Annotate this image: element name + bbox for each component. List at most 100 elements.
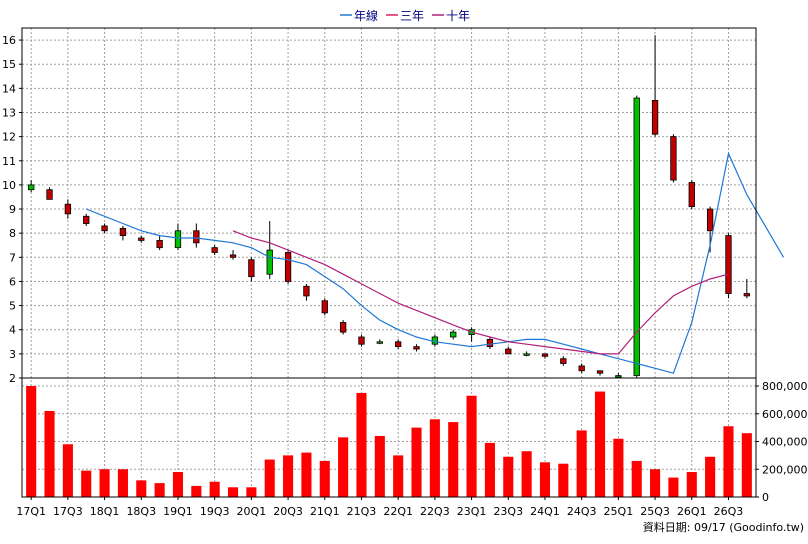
volume-bar <box>154 483 165 497</box>
legend: 年線 三年 十年 <box>340 8 470 23</box>
grid <box>22 28 756 497</box>
volume-bar <box>558 463 569 497</box>
candle-body <box>321 300 328 314</box>
candle-body <box>578 365 585 372</box>
price-tick-label: 11 <box>2 155 16 168</box>
volume-bar <box>26 386 37 497</box>
candle <box>615 373 622 378</box>
candle <box>633 95 640 378</box>
candle-body <box>615 375 622 378</box>
candle <box>211 245 218 255</box>
candle-body <box>633 97 640 376</box>
candle <box>46 187 53 200</box>
candle-body <box>743 293 750 297</box>
volume-tick-label: 800,000 <box>762 380 808 393</box>
candle-body <box>64 203 72 215</box>
x-tick-label: 23Q1 <box>457 505 487 518</box>
candle-body <box>706 208 714 232</box>
price-tick-label: 13 <box>2 106 16 119</box>
candle <box>468 327 475 342</box>
volume-bar <box>374 435 385 497</box>
x-tick-label: 21Q1 <box>310 505 340 518</box>
candle <box>339 320 347 335</box>
volume-bar <box>723 426 734 497</box>
price-tick-label: 5 <box>9 300 16 313</box>
volume-bar <box>209 481 220 497</box>
candle-body <box>450 331 457 338</box>
x-tick-label: 25Q1 <box>604 505 634 518</box>
candle-body <box>523 353 530 356</box>
price-tick-label: 6 <box>9 275 16 288</box>
x-tick-label: 26Q3 <box>714 505 744 518</box>
price-tick-label: 8 <box>9 227 16 240</box>
candle <box>523 351 530 357</box>
candle <box>743 279 750 299</box>
price-tick-label: 16 <box>2 34 16 47</box>
candle <box>266 221 273 280</box>
volume-bar <box>466 395 477 497</box>
candle-body <box>83 215 90 224</box>
candle-body <box>651 100 659 135</box>
volume-bars <box>26 386 752 497</box>
candle <box>101 223 108 234</box>
legend-label-10yr: 十年 <box>446 9 470 23</box>
volume-bar <box>411 427 422 497</box>
volume-bar <box>650 469 661 497</box>
volume-bar <box>484 442 495 497</box>
candle-body <box>284 252 292 282</box>
x-tick-label: 24Q1 <box>530 505 560 518</box>
candle <box>486 336 494 350</box>
volume-bar <box>356 392 367 497</box>
volume-bar <box>539 462 551 497</box>
candle-body <box>339 322 347 333</box>
candles <box>28 35 750 378</box>
x-tick-label: 20Q1 <box>237 505 267 518</box>
candle <box>28 180 35 193</box>
candle <box>138 235 145 243</box>
price-tick-label: 7 <box>9 251 16 264</box>
candle-body <box>46 189 53 200</box>
volume-bar <box>117 469 128 497</box>
x-tick-label: 22Q1 <box>383 505 413 518</box>
candle <box>284 250 292 284</box>
candle-body <box>101 225 108 232</box>
candle <box>174 223 182 251</box>
candle <box>578 363 585 374</box>
volume-bar <box>62 444 73 497</box>
x-tick-label: 26Q1 <box>677 505 707 518</box>
candle <box>450 329 457 340</box>
price-axis: 2 3 4 5 6 7 8 9 10 11 12 13 14 15 16 <box>2 34 22 385</box>
price-tick-label: 14 <box>2 82 16 95</box>
candle <box>541 353 549 359</box>
volume-bar <box>429 419 440 497</box>
candle-body <box>28 184 35 191</box>
volume-bar <box>172 472 184 497</box>
candle-body <box>560 358 567 364</box>
candle <box>395 339 402 350</box>
candle-body <box>358 336 365 345</box>
candle-body <box>229 254 237 258</box>
volume-bar <box>668 477 679 497</box>
volume-tick-label: 600,000 <box>762 408 808 421</box>
legend-label-3yr: 三年 <box>400 9 424 23</box>
volume-bar <box>594 391 606 497</box>
legend-label-annual: 年線 <box>354 8 378 23</box>
x-tick-label: 19Q1 <box>163 505 193 518</box>
candle <box>413 344 420 352</box>
volume-bar <box>686 472 697 497</box>
candle-body <box>266 249 273 275</box>
candle-body <box>596 370 604 374</box>
candle <box>156 235 163 251</box>
candle-body <box>174 230 182 249</box>
x-tick-label: 22Q3 <box>420 505 450 518</box>
volume-tick-label: 0 <box>762 491 769 504</box>
candle <box>303 283 310 301</box>
volume-bar <box>264 459 275 497</box>
volume-bar <box>705 456 716 497</box>
volume-bar <box>576 430 587 497</box>
candle-body <box>376 341 383 344</box>
volume-bar <box>741 433 752 497</box>
candle-body <box>725 235 732 294</box>
ma-line <box>232 230 729 355</box>
candle <box>83 213 90 226</box>
